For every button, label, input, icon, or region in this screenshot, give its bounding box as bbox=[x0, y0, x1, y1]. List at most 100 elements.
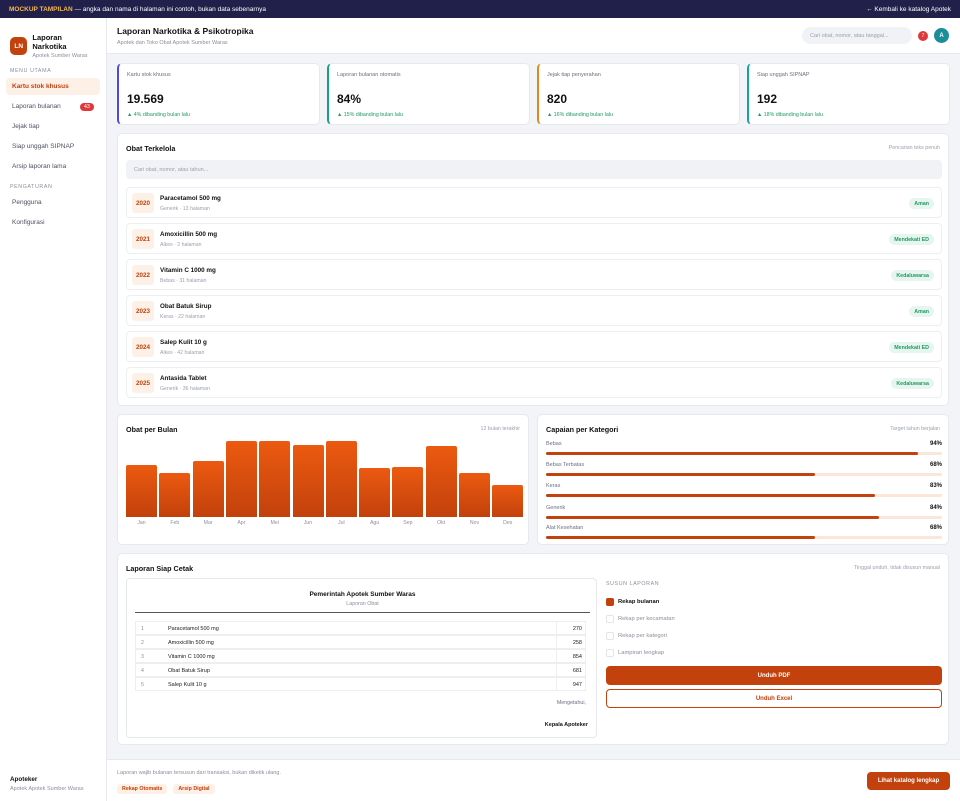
bar-apr bbox=[225, 441, 257, 517]
kpi-card-kartu-stok: Kartu stok khusus 19.569 ▲ 4% dibanding … bbox=[117, 63, 320, 125]
category-name: Generik bbox=[546, 505, 566, 511]
kpi-card-sipnap: Siap unggah SIPNAP 192 ▲ 18% dibanding b… bbox=[747, 63, 950, 125]
sidebar-item-laporan-bulanan[interactable]: Laporan bulanan 43 bbox=[6, 98, 100, 115]
option-label: Rekap bulanan bbox=[618, 599, 660, 605]
category-title: Capaian per Kategori bbox=[546, 425, 619, 434]
option-label: Rekap per kategori bbox=[618, 633, 667, 639]
sidebar-item-label: Siap unggah SIPNAP bbox=[12, 143, 75, 150]
sidebar-item-label: Jejak tiap bbox=[12, 123, 40, 130]
row-qty: 854 bbox=[572, 654, 582, 660]
month-label: Okt bbox=[437, 520, 446, 526]
preview-subtitle: Laporan Obat bbox=[346, 601, 379, 607]
preview-divider bbox=[135, 612, 590, 613]
footer-tags: Rekap Otomatis Arsip Digital bbox=[117, 784, 221, 794]
progress-track bbox=[546, 452, 942, 455]
sidebar-item-kartu-stok[interactable]: Kartu stok khusus bbox=[6, 78, 100, 95]
progress-track bbox=[546, 516, 942, 519]
drug-name: Vitamin C 1000 mg bbox=[160, 267, 216, 274]
drug-year: 2024 bbox=[132, 337, 154, 357]
checkbox[interactable] bbox=[606, 632, 614, 640]
drug-year: 2023 bbox=[132, 301, 154, 321]
column-divider bbox=[556, 622, 557, 634]
sidebar-item-konfigurasi[interactable]: Konfigurasi bbox=[6, 214, 100, 231]
drug-year: 2021 bbox=[132, 229, 154, 249]
drug-name: Obat Batuk Sirup bbox=[160, 303, 212, 310]
checkbox[interactable] bbox=[606, 649, 614, 657]
checkbox[interactable] bbox=[606, 598, 614, 606]
avatar[interactable]: A bbox=[934, 28, 949, 43]
drug-filter-input[interactable]: Cari obat, nomor, atau tahun... bbox=[126, 160, 942, 179]
drug-year: 2025 bbox=[132, 373, 154, 393]
option-rekap-kategori[interactable]: Rekap per kategori bbox=[606, 632, 667, 640]
row-number: 1 bbox=[141, 626, 144, 632]
status-badge: Aman bbox=[909, 306, 934, 317]
month-label: Apr bbox=[237, 520, 246, 526]
table-row: 2 Amoxicillin 500 mg 258 bbox=[135, 635, 586, 649]
month-label: Sep bbox=[403, 520, 413, 526]
report-hint: Tinggal unduh, tidak disusun manual bbox=[853, 565, 940, 571]
row-number: 4 bbox=[141, 668, 144, 674]
drug-row[interactable]: 2025 Antasida Tablet Generik · 36 halama… bbox=[126, 367, 942, 398]
status-badge: Mendekati ED bbox=[889, 342, 934, 353]
back-to-catalog-link[interactable]: ← Kembali ke katalog Apotek bbox=[866, 5, 951, 13]
drug-row[interactable]: 2024 Salep Kulit 10 g Alkes · 42 halaman… bbox=[126, 331, 942, 362]
drug-meta: Bebas · 31 halaman bbox=[160, 278, 207, 284]
sidebar-item-label: Laporan bulanan bbox=[12, 103, 61, 110]
drug-row[interactable]: 2022 Vitamin C 1000 mg Bebas · 31 halama… bbox=[126, 259, 942, 290]
sidebar-item-arsip[interactable]: Arsip laporan lama bbox=[6, 158, 100, 175]
download-pdf-button[interactable]: Unduh PDF bbox=[606, 666, 942, 685]
option-rekap-kecamatan[interactable]: Rekap per kecamatan bbox=[606, 615, 675, 623]
settings-section-label: PENGATURAN bbox=[10, 184, 53, 190]
category-percent: 94% bbox=[929, 441, 942, 447]
row-number: 2 bbox=[141, 640, 144, 646]
kpi-label: Siap unggah SIPNAP bbox=[757, 72, 810, 78]
footer-tag: Rekap Otomatis bbox=[117, 784, 168, 794]
status-badge: Kedaluwarsa bbox=[891, 270, 934, 281]
table-row: 4 Obat Batuk Sirup 681 bbox=[135, 663, 586, 677]
kpi-value: 192 bbox=[757, 92, 778, 106]
option-rekap-bulanan[interactable]: Rekap bulanan bbox=[606, 598, 659, 606]
search-input[interactable]: Cari obat, nomor, atau tanggal... bbox=[802, 27, 912, 44]
progress-fill bbox=[546, 494, 875, 497]
bar-agu bbox=[359, 467, 391, 517]
category-name: Alat Kesehatan bbox=[546, 525, 584, 531]
month-label: Des bbox=[503, 520, 513, 526]
monthly-title: Obat per Bulan bbox=[126, 425, 178, 434]
notification-badge[interactable]: 7 bbox=[918, 31, 928, 41]
download-excel-button[interactable]: Unduh Excel bbox=[606, 689, 942, 708]
table-row: 5 Salep Kulit 10 g 947 bbox=[135, 677, 586, 691]
bar-feb bbox=[159, 472, 191, 517]
sidebar-item-jejak[interactable]: Jejak tiap bbox=[6, 118, 100, 135]
kpi-label: Jejak tiap penyerahan bbox=[547, 72, 601, 78]
page-footer: Laporan wajib bulanan tersusun dari tran… bbox=[107, 759, 960, 801]
status-badge: Mendekati ED bbox=[889, 234, 934, 245]
sidebar-item-pengguna[interactable]: Pengguna bbox=[6, 194, 100, 211]
category-hint: Target tahun berjalan bbox=[890, 426, 940, 432]
menu-section-label: MENU UTAMA bbox=[10, 68, 52, 74]
option-lampiran-lengkap[interactable]: Lampiran lengkap bbox=[606, 649, 664, 657]
sidebar-item-sipnap[interactable]: Siap unggah SIPNAP bbox=[6, 138, 100, 155]
status-badge: Aman bbox=[909, 198, 934, 209]
drug-row[interactable]: 2021 Amoxicillin 500 mg Alkes · 2 halama… bbox=[126, 223, 942, 254]
month-label: Jun bbox=[303, 520, 313, 526]
drug-row[interactable]: 2023 Obat Batuk Sirup Keras · 22 halaman… bbox=[126, 295, 942, 326]
kpi-delta: ▲ 18% dibanding bulan lalu bbox=[757, 112, 823, 118]
count-badge: 43 bbox=[79, 102, 94, 111]
month-label: Jan bbox=[137, 520, 146, 526]
sidebar-user: Apoteker Apotek Apotek Sumber Waras bbox=[10, 776, 83, 792]
drug-row[interactable]: 2020 Paracetamol 500 mg Generik · 13 hal… bbox=[126, 187, 942, 218]
checkbox[interactable] bbox=[606, 615, 614, 623]
option-label: Lampiran lengkap bbox=[618, 650, 665, 656]
category-panel: Capaian per Kategori Target tahun berjal… bbox=[537, 414, 949, 545]
table-row: 3 Vitamin C 1000 mg 854 bbox=[135, 649, 586, 663]
column-divider bbox=[556, 650, 557, 662]
kpi-label: Laporan bulanan otomatis bbox=[337, 72, 401, 78]
drug-name: Paracetamol 500 mg bbox=[160, 195, 221, 202]
kpi-card-jejak: Jejak tiap penyerahan 820 ▲ 16% dibandin… bbox=[537, 63, 740, 125]
drugs-title: Obat Terkelola bbox=[126, 144, 176, 153]
progress-track bbox=[546, 473, 942, 476]
view-catalog-button[interactable]: Lihat katalog lengkap bbox=[867, 772, 950, 790]
column-divider bbox=[556, 664, 557, 676]
row-qty: 947 bbox=[572, 682, 582, 688]
kpi-value: 84% bbox=[337, 92, 362, 106]
